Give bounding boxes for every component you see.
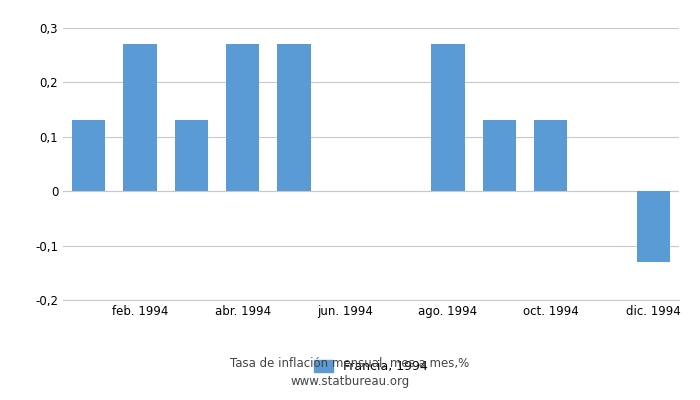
Bar [637,191,670,262]
Bar [72,120,105,191]
Text: Tasa de inflación mensual, mes a mes,%
www.statbureau.org: Tasa de inflación mensual, mes a mes,% w… [230,356,470,388]
Legend: Francia, 1994: Francia, 1994 [309,355,433,378]
Bar [226,44,259,191]
Bar [534,120,567,191]
Bar [277,44,311,191]
Bar [431,44,465,191]
Bar [123,44,157,191]
Bar [483,120,516,191]
Bar [174,120,208,191]
